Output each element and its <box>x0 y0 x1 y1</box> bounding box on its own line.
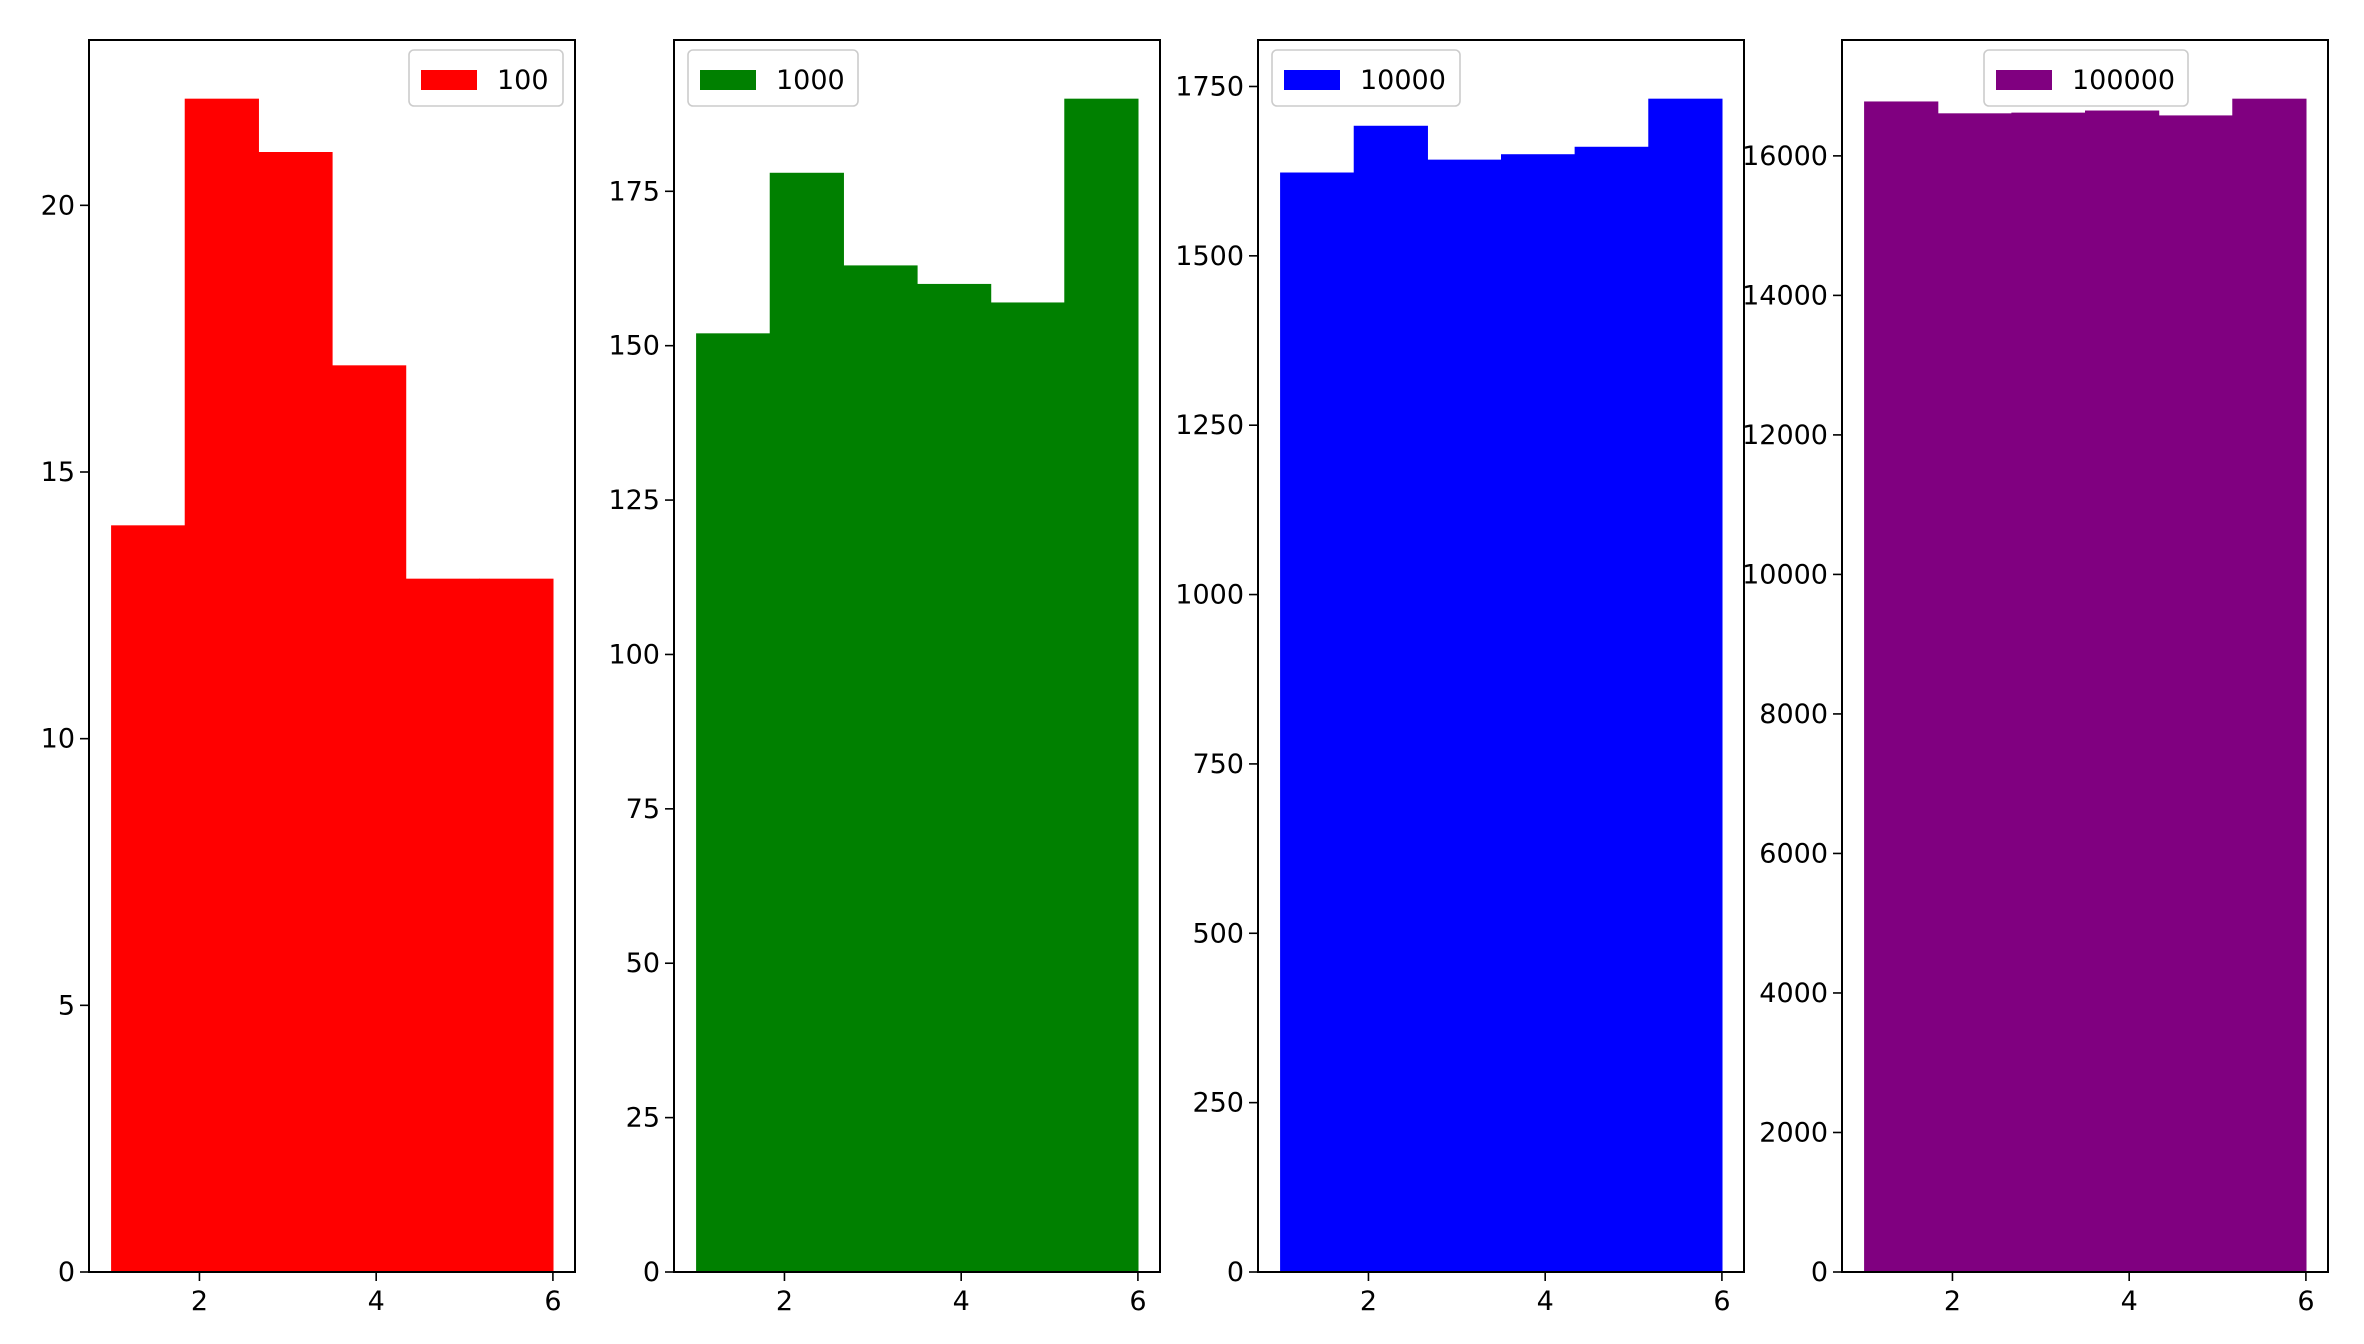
y-tick-label: 0 <box>58 1257 75 1288</box>
x-tick-label: 2 <box>776 1286 793 1317</box>
histogram-bar <box>479 578 554 1272</box>
x-tick-label: 4 <box>368 1286 385 1317</box>
legend-box <box>408 49 564 107</box>
axes-frame <box>673 39 1161 1273</box>
histogram-bar <box>1280 172 1355 1272</box>
x-tick-label: 6 <box>1129 1286 1146 1317</box>
histogram-bar <box>1064 98 1139 1272</box>
histogram-bar <box>769 172 844 1272</box>
legend: 100 <box>408 49 564 107</box>
histogram-bar <box>2158 115 2233 1272</box>
x-tick-label: 4 <box>953 1286 970 1317</box>
y-tick-label: 100 <box>608 639 660 670</box>
y-tick-label: 1500 <box>1175 241 1244 272</box>
legend-box <box>1983 49 2189 107</box>
y-tick-label: 20 <box>41 190 75 221</box>
x-tick-label: 6 <box>2297 1286 2314 1317</box>
x-tick-label: 6 <box>1713 1286 1730 1317</box>
x-tick-label: 2 <box>191 1286 208 1317</box>
axes-frame <box>1257 39 1745 1273</box>
histogram-bar <box>917 283 992 1272</box>
y-tick-label: 0 <box>1227 1257 1244 1288</box>
y-tick-label: 75 <box>626 794 660 825</box>
y-tick-label: 750 <box>1192 749 1244 780</box>
histogram-bar <box>1648 98 1723 1272</box>
y-tick-label: 1750 <box>1175 71 1244 102</box>
y-tick-label: 6000 <box>1759 838 1828 869</box>
histogram-bar <box>1427 159 1502 1272</box>
legend: 10000 <box>1271 49 1461 107</box>
legend: 1000 <box>687 49 859 107</box>
legend-swatch <box>421 70 477 90</box>
y-tick-label: 1250 <box>1175 410 1244 441</box>
y-tick-label: 0 <box>1811 1257 1828 1288</box>
y-tick-label: 1000 <box>1175 580 1244 611</box>
histogram-bar <box>2232 98 2307 1272</box>
axes-frame <box>1841 39 2329 1273</box>
histogram-bar <box>696 333 771 1273</box>
y-tick-label: 150 <box>608 331 660 362</box>
x-tick-label: 4 <box>2121 1286 2138 1317</box>
y-tick-label: 16000 <box>1742 141 1828 172</box>
y-tick-label: 12000 <box>1742 420 1828 451</box>
y-tick-label: 50 <box>626 948 660 979</box>
histogram-bar <box>1864 101 1939 1273</box>
chart-panel-3: 2 4 6 0 250 500 750 1000 1250 1500 1750 10000 <box>1175 39 1745 1317</box>
y-tick-label: 14000 <box>1742 280 1828 311</box>
x-tick-label: 4 <box>1537 1286 1554 1317</box>
x-tick-label: 2 <box>1944 1286 1961 1317</box>
legend-box <box>687 49 859 107</box>
y-tick-label: 4000 <box>1759 978 1828 1009</box>
legend-swatch <box>1284 70 1340 90</box>
histogram-bar <box>405 578 480 1272</box>
axes-frame <box>88 39 576 1273</box>
chart-panel-4: 2 4 6 0 2000 4000 6000 8000 10000 12000 14000 16000… <box>1742 39 2329 1317</box>
histogram-bar <box>184 98 259 1272</box>
y-tick-label: 2000 <box>1759 1117 1828 1148</box>
legend: 100000 <box>1983 49 2189 107</box>
y-tick-label: 8000 <box>1759 699 1828 730</box>
histogram-bar <box>2011 112 2086 1273</box>
x-tick-label: 6 <box>544 1286 561 1317</box>
histogram-bar <box>111 525 186 1272</box>
histogram-bar <box>1353 125 1428 1272</box>
y-tick-label: 10 <box>41 724 75 755</box>
y-tick-label: 125 <box>608 485 660 516</box>
histogram-bar <box>843 265 918 1272</box>
legend-label: 100000 <box>2072 65 2175 96</box>
y-tick-label: 500 <box>1192 918 1244 949</box>
y-tick-label: 15 <box>41 457 75 488</box>
legend-label: 1000 <box>776 65 845 96</box>
legend-swatch <box>700 70 756 90</box>
histogram-bar <box>2085 110 2160 1272</box>
legend-label: 10000 <box>1360 65 1446 96</box>
legend-label: 100 <box>497 65 549 96</box>
x-tick-label: 2 <box>1360 1286 1377 1317</box>
chart-panel-2: 2 4 6 0 25 50 75 100 125 150 175 1000 <box>608 39 1161 1317</box>
y-tick-label: 250 <box>1192 1088 1244 1119</box>
histogram-bar <box>1937 113 2012 1273</box>
y-tick-label: 0 <box>643 1257 660 1288</box>
legend-box <box>1271 49 1461 107</box>
y-tick-label: 175 <box>608 176 660 207</box>
y-tick-label: 25 <box>626 1103 660 1134</box>
histogram-bar <box>990 302 1065 1273</box>
legend-swatch <box>1996 70 2052 90</box>
chart-panel-1: 2 4 6 0 5 10 15 20 100 <box>41 39 576 1317</box>
y-tick-label: 5 <box>58 990 75 1021</box>
histogram-bar <box>258 152 333 1272</box>
y-tick-label: 10000 <box>1742 559 1828 590</box>
histogram-bar <box>332 365 407 1273</box>
histogram-bar <box>1501 154 1576 1273</box>
histogram-bar <box>1574 146 1649 1272</box>
